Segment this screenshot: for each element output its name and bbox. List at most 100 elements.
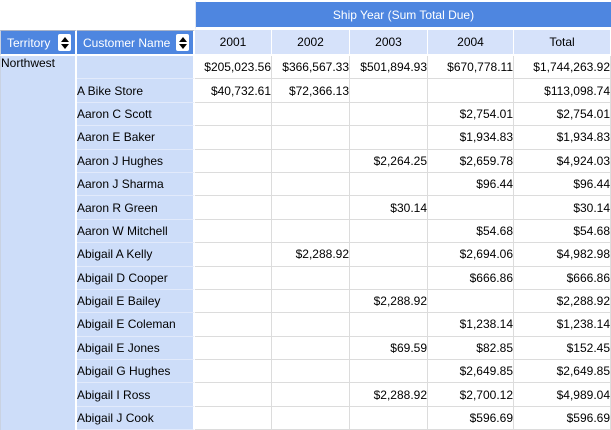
territory-column-header[interactable]: Territory [0, 30, 77, 56]
territory-sort-icon[interactable] [58, 34, 71, 51]
value-cell-total: $30.14 [514, 196, 611, 220]
value-cell-2002: $2,288.92 [272, 243, 350, 267]
customer-name-cell: A Bike Store [77, 79, 195, 103]
value-cell-total: $666.86 [514, 266, 611, 290]
territory-cell: Northwest [0, 56, 77, 430]
value-cell-2003 [350, 266, 428, 290]
year-column-header-2004[interactable]: 2004 [428, 30, 514, 56]
value-cell-2001 [195, 313, 272, 337]
value-cell-2002 [272, 149, 350, 173]
customer-name-cell: Abigail A Kelly [77, 243, 195, 267]
value-cell-total: $1,934.83 [514, 126, 611, 150]
total-column-header[interactable]: Total [514, 30, 611, 56]
table-row: Abigail J Cook $596.69 $596.69 [0, 406, 611, 430]
sort-down-arrow-icon [60, 43, 69, 49]
value-cell-2003: $2,264.25 [350, 149, 428, 173]
value-cell-2004: $2,700.12 [428, 383, 514, 407]
customer-name-cell: Aaron R Green [77, 196, 195, 220]
value-cell-2004: $1,934.83 [428, 126, 514, 150]
value-cell-2002 [272, 383, 350, 407]
value-cell-2003 [350, 406, 428, 430]
value-cell-total: $152.45 [514, 336, 611, 361]
value-cell-2001 [195, 336, 272, 361]
table-row: Abigail E Coleman $1,238.14 $1,238.14 [0, 313, 611, 337]
customer-name-cell: Aaron J Hughes [77, 149, 195, 173]
value-cell-2002: $366,567.33 [272, 56, 350, 80]
value-cell-total: $2,288.92 [514, 289, 611, 314]
value-cell-2004: $2,659.78 [428, 149, 514, 173]
value-cell-2004: $670,778.11 [428, 56, 514, 80]
column-headers-row: Territory Customer Name [0, 30, 611, 56]
year-column-header-2003[interactable]: 2003 [350, 30, 428, 56]
table-row: Abigail E Jones $69.59 $82.85 $152.45 [0, 336, 611, 361]
value-cell-2004: $2,754.01 [428, 102, 514, 127]
value-cell-2003 [350, 360, 428, 384]
customer-name-sort-icon[interactable] [176, 34, 189, 51]
value-cell-2002: $72,366.13 [272, 79, 350, 103]
table-row: Abigail G Hughes $2,649.85 $2,649.85 [0, 360, 611, 384]
sort-up-arrow-icon [60, 36, 69, 42]
customer-name-header-label: Customer Name [83, 35, 171, 50]
value-cell-2004: $596.69 [428, 406, 514, 430]
customer-name-cell: Abigail D Cooper [77, 266, 195, 290]
column-group-row: Ship Year (Sum Total Due) [0, 0, 611, 30]
value-cell-2002 [272, 360, 350, 384]
corner-spacer [0, 0, 195, 30]
value-cell-2001 [195, 172, 272, 197]
table-row: Aaron J Sharma $96.44 $96.44 [0, 172, 611, 197]
value-cell-2001 [195, 219, 272, 244]
value-cell-2001 [195, 360, 272, 384]
value-cell-total: $2,754.01 [514, 102, 611, 127]
value-cell-total: $96.44 [514, 172, 611, 197]
year-column-header-2002[interactable]: 2002 [272, 30, 350, 56]
value-cell-2004: $96.44 [428, 172, 514, 197]
value-cell-2001 [195, 196, 272, 220]
value-cell-2001 [195, 243, 272, 267]
value-cell-2004 [428, 196, 514, 220]
value-cell-2002 [272, 102, 350, 127]
value-cell-2003: $2,288.92 [350, 383, 428, 407]
value-cell-2002 [272, 336, 350, 361]
value-cell-2003 [350, 172, 428, 197]
customer-name-cell: Abigail E Bailey [77, 289, 195, 314]
value-cell-2002 [272, 406, 350, 430]
value-cell-2003 [350, 219, 428, 244]
value-cell-2002 [272, 219, 350, 244]
value-cell-2001 [195, 406, 272, 430]
value-cell-total: $4,989.04 [514, 383, 611, 407]
customer-name-cell: Abigail I Ross [77, 383, 195, 407]
value-cell-2004: $2,649.85 [428, 360, 514, 384]
customer-name-cell: Aaron C Scott [77, 102, 195, 127]
value-cell-2003: $2,288.92 [350, 289, 428, 314]
value-cell-2003: $69.59 [350, 336, 428, 361]
value-cell-total: $54.68 [514, 219, 611, 244]
customer-name-cell: Abigail E Jones [77, 336, 195, 361]
value-cell-total: $2,649.85 [514, 360, 611, 384]
table-row: Aaron W Mitchell $54.68 $54.68 [0, 219, 611, 244]
value-cell-2002 [272, 289, 350, 314]
year-column-header-2001[interactable]: 2001 [195, 30, 272, 56]
value-cell-total: $4,924.03 [514, 149, 611, 173]
customer-name-cell [77, 56, 195, 80]
customer-name-cell: Aaron E Baker [77, 126, 195, 150]
table-row: Abigail A Kelly $2,288.92 $2,694.06 $4,9… [0, 243, 611, 267]
value-cell-2001: $40,732.61 [195, 79, 272, 103]
value-cell-2004: $666.86 [428, 266, 514, 290]
value-cell-2003 [350, 102, 428, 127]
table-row: Aaron E Baker $1,934.83 $1,934.83 [0, 126, 611, 150]
value-cell-total: $113,098.74 [514, 79, 611, 103]
table-row: Aaron R Green $30.14 $30.14 [0, 196, 611, 220]
value-cell-2001: $205,023.56 [195, 56, 272, 80]
ship-year-field-header[interactable]: Ship Year (Sum Total Due) [195, 0, 611, 30]
customer-name-column-header[interactable]: Customer Name [77, 30, 195, 56]
value-cell-2004 [428, 79, 514, 103]
table-row: Aaron J Hughes $2,264.25 $2,659.78 $4,92… [0, 149, 611, 173]
value-cell-2001 [195, 289, 272, 314]
sort-down-arrow-icon [178, 43, 187, 49]
value-cell-2004 [428, 289, 514, 314]
table-row: Abigail E Bailey $2,288.92 $2,288.92 [0, 289, 611, 314]
territory-header-label: Territory [7, 35, 51, 50]
table-row: Northwest $205,023.56 $366,567.33 $501,8… [0, 56, 611, 430]
